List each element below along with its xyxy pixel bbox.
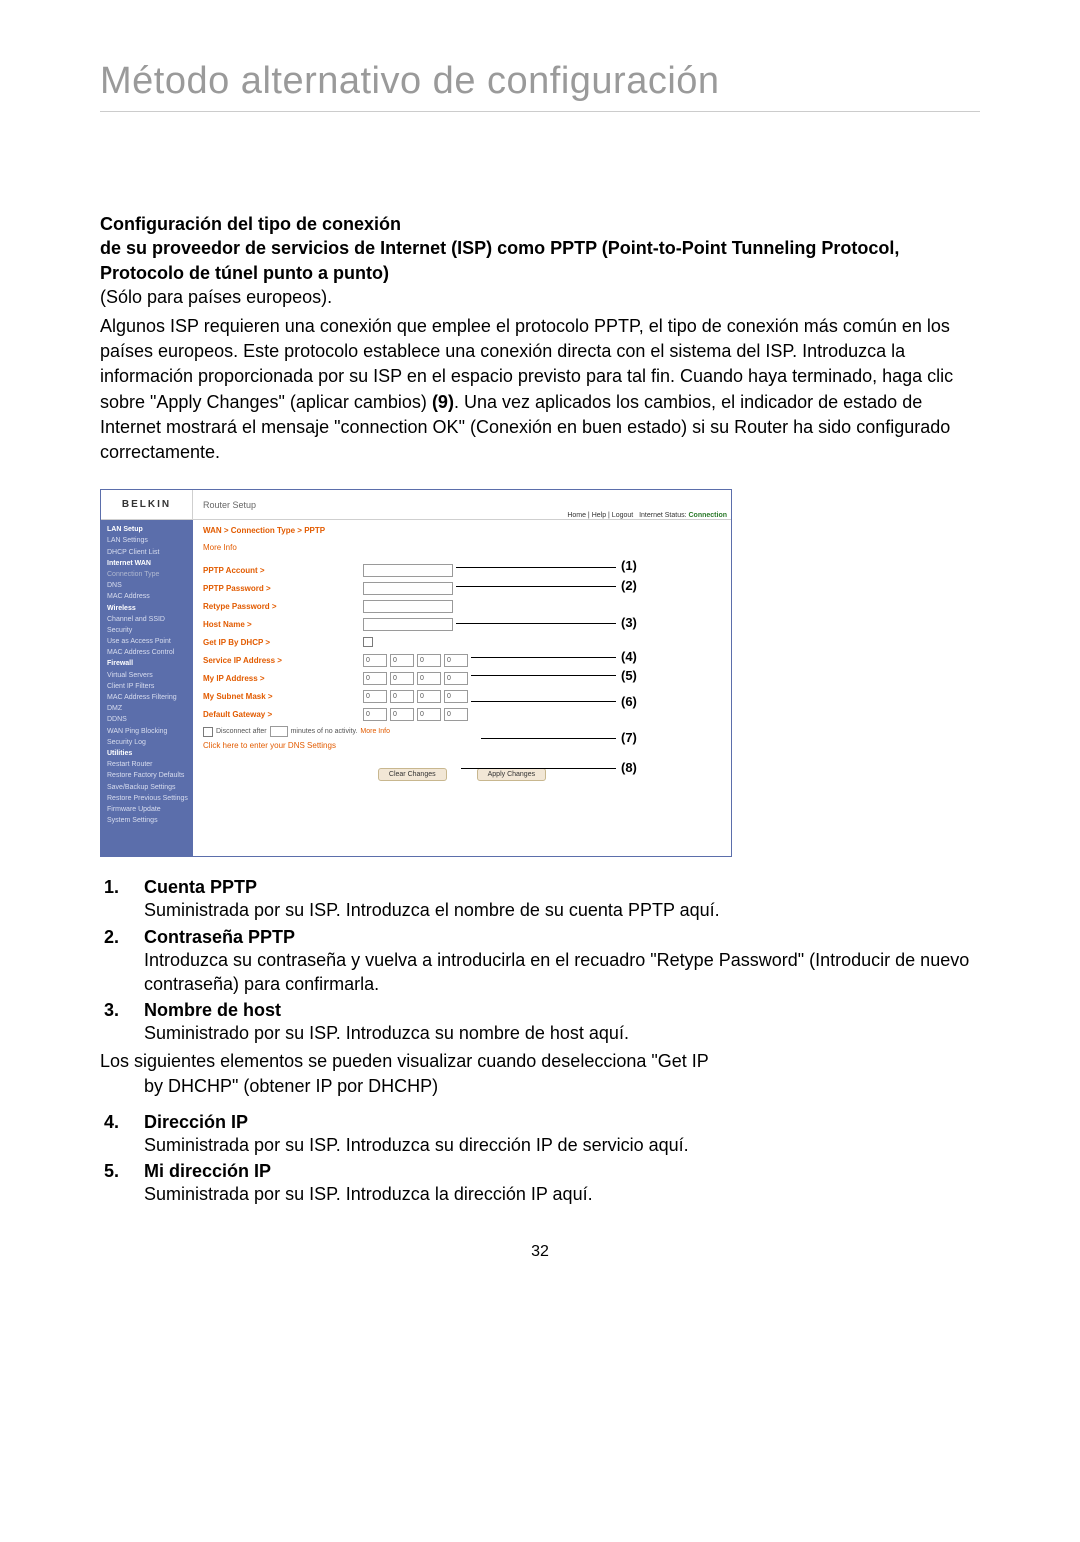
router-more-info-link[interactable]: More Info [203, 543, 721, 552]
sidebar-item[interactable]: WAN Ping Blocking [107, 726, 189, 737]
router-status-value: Connection [689, 512, 728, 519]
ipgroup-service-ip[interactable]: 0000 [363, 654, 468, 667]
def-title: Dirección IP [144, 1112, 248, 1133]
page-number: 32 [100, 1243, 980, 1261]
sidebar-item[interactable]: Restart Router [107, 759, 189, 770]
sidebar-item[interactable]: Channel and SSID [107, 614, 189, 625]
sidebar-item: Firewall [107, 658, 189, 669]
input-retype-password[interactable] [363, 600, 453, 613]
sidebar-item[interactable]: Use as Access Point [107, 636, 189, 647]
checkbox-disconnect[interactable] [203, 727, 213, 737]
sidebar-item[interactable]: Connection Type [107, 569, 189, 580]
sidebar-item: Utilities [107, 748, 189, 759]
sidebar-item[interactable]: Firmware Update [107, 804, 189, 815]
sidebar-item[interactable]: System Settings [107, 815, 189, 826]
sidebar-item[interactable]: DHCP Client List [107, 547, 189, 558]
def-desc: Suministrada por su ISP. Introduzca la d… [100, 1182, 980, 1206]
sidebar-item: LAN Setup [107, 524, 189, 535]
input-host-name[interactable] [363, 618, 453, 631]
ipgroup-gateway[interactable]: 0000 [363, 708, 468, 721]
intro-paragraph: Algunos ISP requieren una conexión que e… [100, 314, 980, 465]
router-setup-label: Router Setup [203, 500, 256, 510]
disconnect-line: Disconnect after minutes of no activity.… [203, 726, 721, 737]
label-host-name: Host Name > [203, 620, 363, 629]
intro-heading-2: de su proveedor de servicios de Internet… [100, 236, 980, 285]
sidebar-item[interactable]: Client IP Filters [107, 681, 189, 692]
definitions-list-2: 4. Dirección IPSuministrada por su ISP. … [100, 1112, 980, 1207]
router-status-label: Internet Status: [639, 512, 686, 519]
label-retype-password: Retype Password > [203, 602, 363, 611]
def-num: 3. [100, 1000, 144, 1021]
def-desc: Suministrada por su ISP. Introduzca el n… [100, 898, 980, 922]
label-subnet: My Subnet Mask > [203, 692, 363, 701]
sidebar-item[interactable]: Save/Backup Settings [107, 782, 189, 793]
disconnect-suffix: minutes of no activity. [291, 728, 358, 735]
router-brand: BELKIN [101, 490, 193, 519]
sidebar-item[interactable]: DNS [107, 580, 189, 591]
label-get-ip-dhcp: Get IP By DHCP > [203, 638, 363, 647]
def-num: 1. [100, 877, 144, 898]
disconnect-prefix: Disconnect after [216, 728, 267, 735]
label-pptp-account: PPTP Account > [203, 566, 363, 575]
def-title: Nombre de host [144, 1000, 281, 1021]
page-title: Método alternativo de configuración [100, 60, 980, 112]
sidebar-item[interactable]: Virtual Servers [107, 670, 189, 681]
dns-settings-link[interactable]: Click here to enter your DNS Settings [203, 741, 721, 750]
label-gateway: Default Gateway > [203, 710, 363, 719]
sidebar-item[interactable]: MAC Address Filtering [107, 692, 189, 703]
def-num: 4. [100, 1112, 144, 1133]
def-desc: Introduzca su contraseña y vuelva a intr… [100, 948, 980, 997]
input-pptp-password[interactable] [363, 582, 453, 595]
intro-block: Configuración del tipo de conexión de su… [100, 212, 980, 465]
def-title: Contraseña PPTP [144, 927, 295, 948]
intro-subnote: (Sólo para países europeos). [100, 285, 980, 310]
sidebar-item[interactable]: Restore Previous Settings [107, 793, 189, 804]
def-desc: Suministrada por su ISP. Introduzca su d… [100, 1133, 980, 1157]
inter-line2: by DHCHP" (obtener IP por DHCHP) [100, 1074, 980, 1098]
input-disconnect-minutes[interactable] [270, 726, 288, 737]
label-pptp-password: PPTP Password > [203, 584, 363, 593]
definitions-list-1: 1.Cuenta PPTPSuministrada por su ISP. In… [100, 877, 980, 1045]
def-num: 5. [100, 1161, 144, 1182]
sidebar-item: Wireless [107, 603, 189, 614]
def-desc: Suministrado por su ISP. Introduzca su n… [100, 1021, 980, 1045]
checkbox-get-ip-dhcp[interactable] [363, 637, 373, 647]
apply-changes-button[interactable]: Apply Changes [477, 768, 546, 781]
input-pptp-account[interactable] [363, 564, 453, 577]
intro-para-bold9: (9) [432, 392, 454, 412]
router-main: WAN > Connection Type > PPTP More Info P… [193, 520, 731, 856]
disconnect-more-info-link[interactable]: More Info [360, 728, 390, 735]
ipgroup-subnet[interactable]: 0000 [363, 690, 468, 703]
def-num: 2. [100, 927, 144, 948]
clear-changes-button[interactable]: Clear Changes [378, 768, 447, 781]
def-title: Mi dirección IP [144, 1161, 271, 1182]
sidebar-item[interactable]: MAC Address Control [107, 647, 189, 658]
sidebar-item[interactable]: MAC Address [107, 591, 189, 602]
sidebar-item[interactable]: Restore Factory Defaults [107, 770, 189, 781]
sidebar-item: Internet WAN [107, 558, 189, 569]
inter-line1: Los siguientes elementos se pueden visua… [100, 1051, 709, 1071]
label-my-ip: My IP Address > [203, 674, 363, 683]
sidebar-item[interactable]: LAN Settings [107, 535, 189, 546]
router-status-links[interactable]: Home | Help | Logout [567, 512, 633, 519]
intermediate-note: Los siguientes elementos se pueden visua… [100, 1049, 980, 1098]
router-sidebar: LAN SetupLAN SettingsDHCP Client ListInt… [101, 520, 193, 856]
router-status-bar: Home | Help | Logout Internet Status: Co… [567, 512, 727, 519]
router-screenshot: BELKIN Router Setup Home | Help | Logout… [100, 489, 732, 857]
label-service-ip: Service IP Address > [203, 656, 363, 665]
router-breadcrumb: WAN > Connection Type > PPTP [203, 526, 721, 535]
sidebar-item[interactable]: Security [107, 625, 189, 636]
sidebar-item[interactable]: Security Log [107, 737, 189, 748]
intro-heading-1: Configuración del tipo de conexión [100, 212, 980, 236]
ipgroup-my-ip[interactable]: 0000 [363, 672, 468, 685]
def-title: Cuenta PPTP [144, 877, 257, 898]
sidebar-item[interactable]: DMZ [107, 703, 189, 714]
sidebar-item[interactable]: DDNS [107, 714, 189, 725]
